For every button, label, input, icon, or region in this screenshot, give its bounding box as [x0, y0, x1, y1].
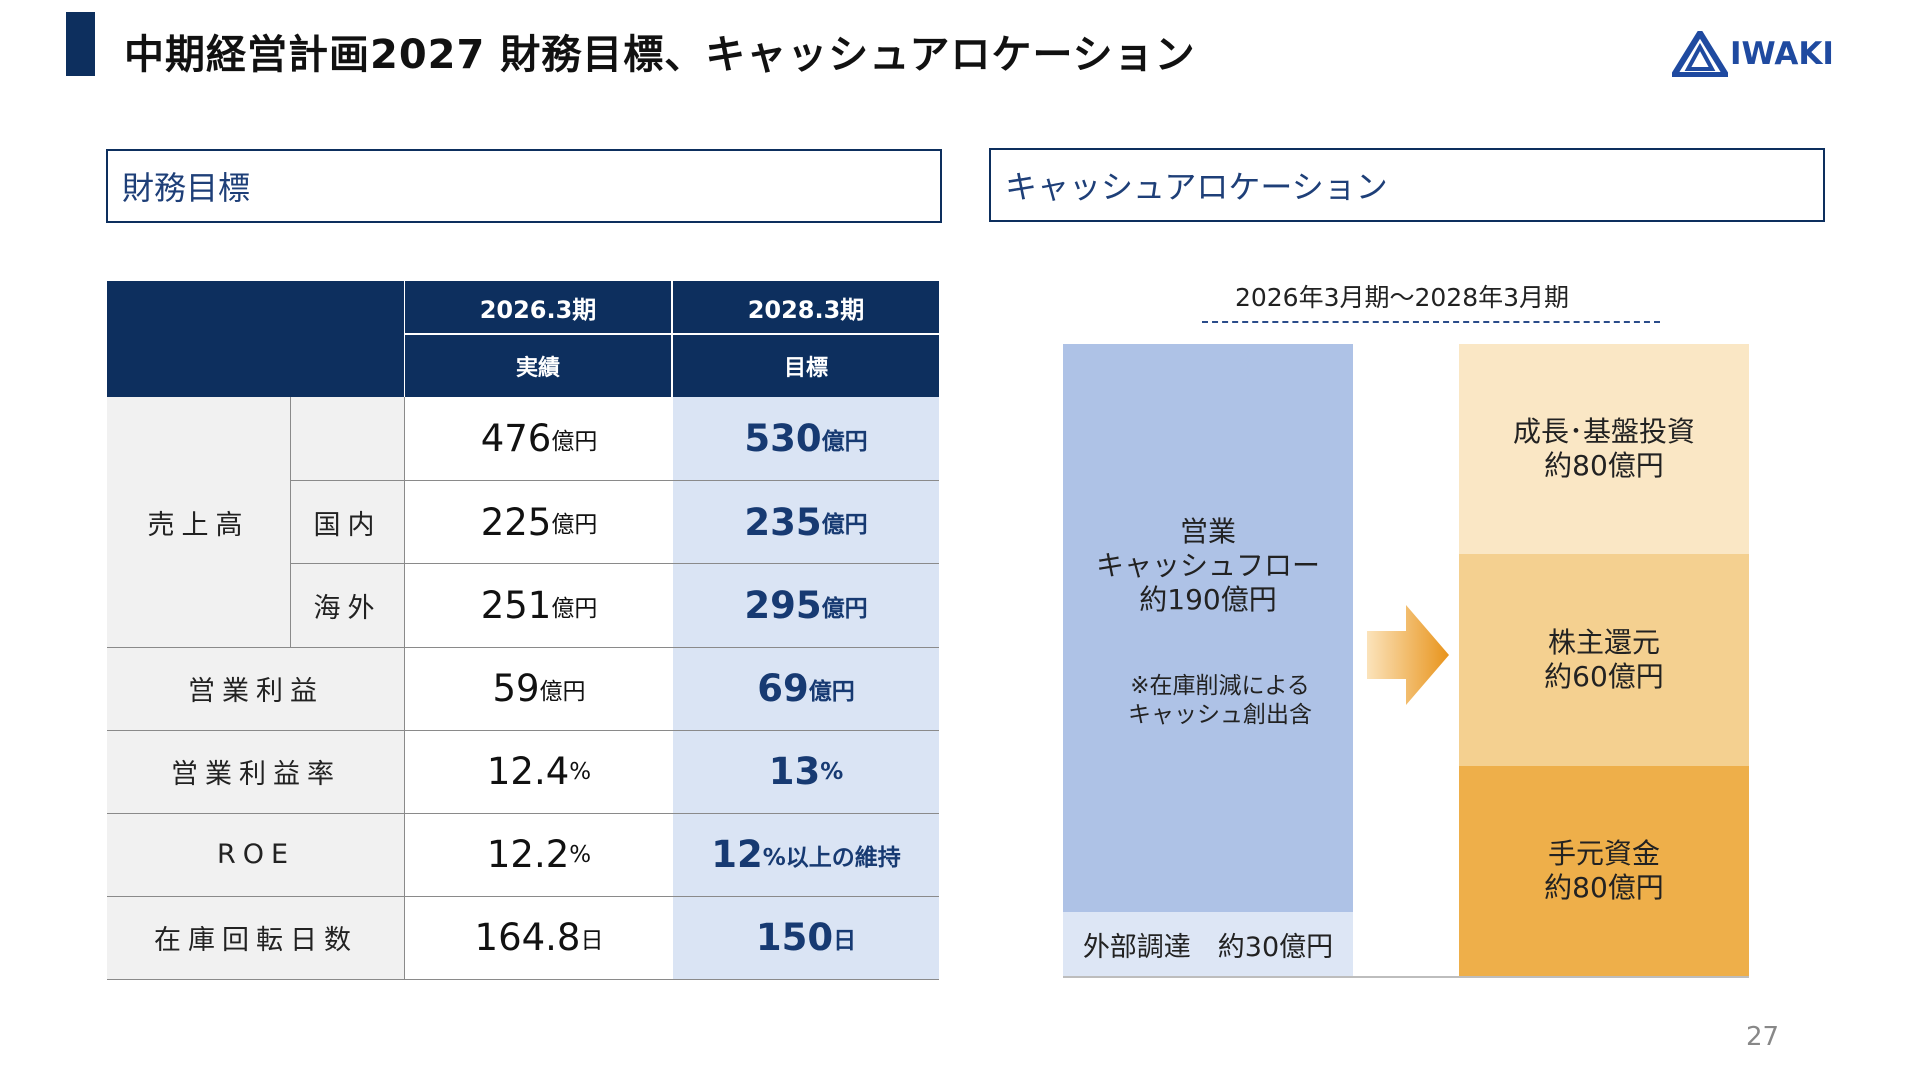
cash-on-hand-block: 手元資金 約80億円 [1459, 766, 1749, 976]
value-2026-overseas: 251 億円 [405, 564, 673, 647]
row-label-inventory-days: 在庫回転日数 [107, 896, 405, 979]
page-title: 中期経営計画2027 財務目標、キャッシュアロケーション [124, 32, 1196, 78]
flow-arrow-icon [1367, 605, 1449, 709]
growth-investment-label: 成長･基盤投資 [1512, 415, 1695, 448]
value-2028-operating-profit: 69 億円 [673, 647, 939, 730]
iwaki-logo-icon [1672, 31, 1728, 77]
row-label-overseas: 海外 [290, 564, 405, 647]
row-label-domestic: 国内 [290, 481, 405, 563]
financial-targets-heading: 財務目標 [106, 149, 942, 223]
col-header-2026-period: 2026.3期 [405, 281, 671, 333]
value-2026-operating-profit: 59 億円 [405, 647, 673, 730]
inventory-note-line-1: ※在庫削減による [1130, 673, 1310, 699]
value-2028-roe: 12 %以上の維持 [673, 813, 939, 896]
value-2028-sales: 530 億円 [673, 397, 939, 480]
logo-text: IWAKI [1730, 36, 1834, 72]
table-header-blank [107, 281, 404, 397]
value-2026-domestic: 225 億円 [405, 481, 673, 563]
page-number: 27 [1746, 1022, 1780, 1052]
value-2026-inventory-days: 164.8 日 [405, 896, 673, 979]
growth-investment-amount: 約80億円 [1544, 449, 1664, 482]
row-label-roe: ROE [107, 813, 405, 896]
value-2028-overseas: 295 億円 [673, 564, 939, 647]
operating-cash-flow-bar [1063, 344, 1353, 976]
cash-on-hand-label: 手元資金 [1547, 837, 1660, 870]
diagram-baseline [1063, 976, 1749, 978]
operating-cf-line-3: 約190億円 [1139, 583, 1277, 616]
table-divider [290, 397, 291, 647]
inventory-note-line-2: キャッシュ創出含 [1128, 702, 1312, 728]
table-divider [107, 813, 939, 814]
row-label-operating-margin: 営業利益率 [107, 730, 405, 813]
period-dashed-line [1202, 321, 1660, 323]
row-label-operating-profit: 営業利益 [107, 647, 405, 730]
shareholder-return-block: 株主還元 約60億円 [1459, 554, 1749, 766]
cash-allocation-heading: キャッシュアロケーション [989, 148, 1825, 222]
table-divider [290, 480, 939, 481]
external-funding-block: 外部調達 約30億円 [1063, 912, 1353, 976]
value-2026-roe: 12.2% [405, 813, 673, 896]
value-2028-domestic: 235 億円 [673, 481, 939, 563]
operating-cf-line-1: 営業 [1179, 515, 1236, 548]
table-divider [290, 563, 939, 564]
col-header-2028-sub: 目標 [673, 335, 939, 397]
shareholder-return-amount: 約60億円 [1544, 660, 1664, 693]
value-2026-sales: 476 億円 [405, 397, 673, 480]
table-divider [107, 896, 939, 897]
growth-investment-block: 成長･基盤投資 約80億円 [1459, 344, 1749, 554]
col-header-2028-period: 2028.3期 [673, 281, 939, 333]
value-2028-operating-margin: 13% [673, 730, 939, 813]
title-accent-bar [66, 12, 95, 76]
table-divider [107, 647, 939, 648]
cash-on-hand-amount: 約80億円 [1544, 871, 1664, 904]
shareholder-return-label: 株主還元 [1547, 626, 1660, 659]
value-2026-operating-margin: 12.4% [405, 730, 673, 813]
operating-cf-line-2: キャッシュフロー [1095, 549, 1320, 582]
row-label-sales-total [290, 397, 405, 480]
company-logo: IWAKI [1672, 26, 1834, 82]
table-divider [404, 397, 405, 979]
row-label-sales: 売上高 [107, 397, 290, 647]
value-2028-inventory-days: 150 日 [673, 896, 939, 979]
col-header-2026-sub: 実績 [405, 335, 671, 397]
table-divider [107, 730, 939, 731]
table-divider [107, 979, 939, 980]
period-label: 2026年3月期〜2028年3月期 [1234, 283, 1570, 312]
